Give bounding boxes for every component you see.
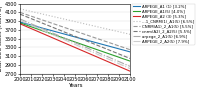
X-axis label: Years: Years [68,83,82,88]
Y-axis label: Total SOC stock (Mton C): Total SOC stock (Mton C) [0,5,3,73]
Legend: ARPEGE_A1 (1) [3.2%], ARPEGE_A1(5) [4.0%], ARPEGE_A2 (3) [5.3%], ...1_CNRM(1)_A1: ARPEGE_A1 (1) [3.2%], ARPEGE_A1(5) [4.0%… [132,4,195,45]
